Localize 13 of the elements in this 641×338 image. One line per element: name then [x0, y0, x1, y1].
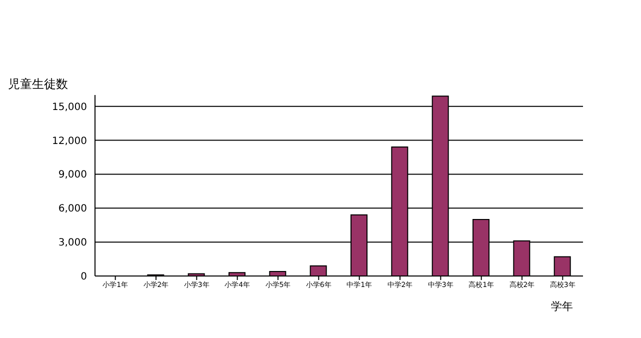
- y-tick-label: 15,000: [52, 102, 87, 113]
- y-axis-title: 児童生徒数: [8, 76, 68, 93]
- x-axis-title: 学年: [551, 299, 573, 314]
- bar: [310, 265, 327, 276]
- bar: [228, 272, 246, 276]
- y-tick-label: 0: [80, 272, 87, 283]
- y-tick-label: 3,000: [58, 238, 87, 249]
- bar: [188, 273, 205, 276]
- y-tick-label: 9,000: [58, 170, 87, 181]
- bar: [269, 270, 286, 276]
- y-tick-label: 6,000: [58, 204, 87, 215]
- y-tick-label: 12,000: [52, 136, 87, 147]
- bar: [554, 256, 571, 276]
